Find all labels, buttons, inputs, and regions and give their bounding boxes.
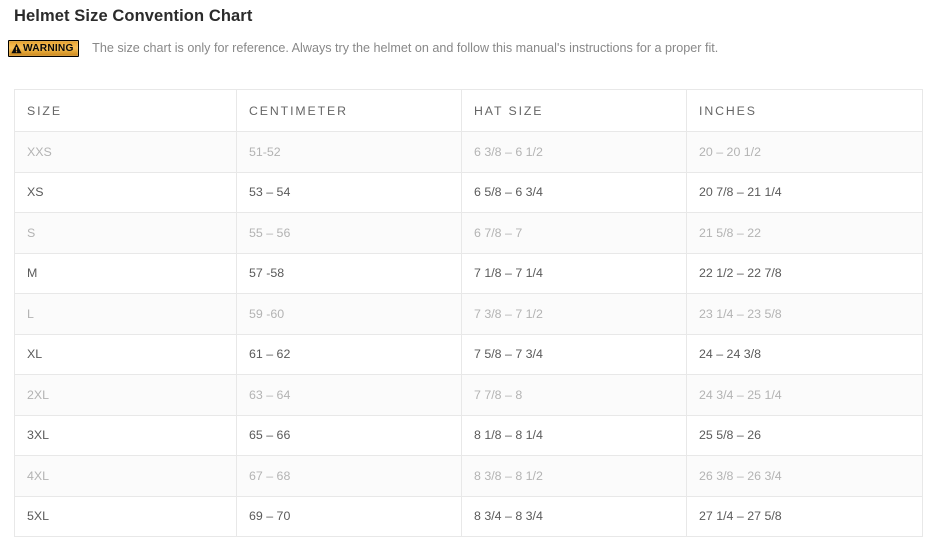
cell-inches: 21 5/8 – 22 [686, 212, 923, 254]
table-header-row: SIZE CENTIMETER HAT SIZE INCHES [14, 89, 923, 132]
table-row: 4XL 67 – 68 8 3/8 – 8 1/2 26 3/8 – 26 3/… [14, 455, 923, 497]
cell-centimeter: 61 – 62 [236, 334, 462, 375]
cell-hat-size: 8 3/8 – 8 1/2 [461, 455, 687, 497]
cell-inches: 20 – 20 1/2 [686, 131, 923, 173]
cell-size: 4XL [14, 455, 237, 497]
table-row: 5XL 69 – 70 8 3/4 – 8 3/4 27 1/4 – 27 5/… [14, 496, 923, 537]
page-title: Helmet Size Convention Chart [14, 7, 253, 25]
cell-inches: 22 1/2 – 22 7/8 [686, 253, 923, 294]
cell-size: 3XL [14, 415, 237, 456]
table-row: XL 61 – 62 7 5/8 – 7 3/4 24 – 24 3/8 [14, 334, 923, 375]
warning-message: The size chart is only for reference. Al… [92, 41, 719, 55]
cell-centimeter: 55 – 56 [236, 212, 462, 254]
cell-hat-size: 8 1/8 – 8 1/4 [461, 415, 687, 456]
cell-hat-size: 6 7/8 – 7 [461, 212, 687, 254]
cell-inches: 24 3/4 – 25 1/4 [686, 374, 923, 416]
cell-inches: 24 – 24 3/8 [686, 334, 923, 375]
table-row: 2XL 63 – 64 7 7/8 – 8 24 3/4 – 25 1/4 [14, 374, 923, 416]
cell-hat-size: 7 5/8 – 7 3/4 [461, 334, 687, 375]
cell-centimeter: 65 – 66 [236, 415, 462, 456]
cell-size: 5XL [14, 496, 237, 537]
table-row: M 57 -58 7 1/8 – 7 1/4 22 1/2 – 22 7/8 [14, 253, 923, 294]
cell-centimeter: 63 – 64 [236, 374, 462, 416]
cell-hat-size: 7 3/8 – 7 1/2 [461, 293, 687, 335]
cell-inches: 20 7/8 – 21 1/4 [686, 172, 923, 213]
table-header: SIZE CENTIMETER HAT SIZE INCHES [14, 89, 923, 132]
column-header-inches: INCHES [686, 89, 923, 132]
table-row: 3XL 65 – 66 8 1/8 – 8 1/4 25 5/8 – 26 [14, 415, 923, 456]
cell-size: XL [14, 334, 237, 375]
column-header-size: SIZE [14, 89, 237, 132]
cell-size: XS [14, 172, 237, 213]
cell-size: XXS [14, 131, 237, 173]
cell-hat-size: 6 3/8 – 6 1/2 [461, 131, 687, 173]
cell-centimeter: 69 – 70 [236, 496, 462, 537]
cell-centimeter: 57 -58 [236, 253, 462, 294]
cell-centimeter: 51-52 [236, 131, 462, 173]
cell-centimeter: 67 – 68 [236, 455, 462, 497]
cell-inches: 26 3/8 – 26 3/4 [686, 455, 923, 497]
column-header-hat-size: HAT SIZE [461, 89, 687, 132]
size-chart-table: SIZE CENTIMETER HAT SIZE INCHES XXS 51-5… [14, 89, 923, 537]
warning-notice: WARNING The size chart is only for refer… [8, 39, 718, 57]
table-row: XXS 51-52 6 3/8 – 6 1/2 20 – 20 1/2 [14, 131, 923, 173]
cell-inches: 23 1/4 – 23 5/8 [686, 293, 923, 335]
warning-triangle-icon [11, 43, 22, 54]
cell-centimeter: 53 – 54 [236, 172, 462, 213]
table-row: L 59 -60 7 3/8 – 7 1/2 23 1/4 – 23 5/8 [14, 293, 923, 335]
cell-size: M [14, 253, 237, 294]
cell-inches: 25 5/8 – 26 [686, 415, 923, 456]
cell-size: L [14, 293, 237, 335]
table-row: XS 53 – 54 6 5/8 – 6 3/4 20 7/8 – 21 1/4 [14, 172, 923, 213]
cell-size: 2XL [14, 374, 237, 416]
cell-hat-size: 6 5/8 – 6 3/4 [461, 172, 687, 213]
table-body: XXS 51-52 6 3/8 – 6 1/2 20 – 20 1/2 XS 5… [14, 131, 923, 537]
cell-hat-size: 8 3/4 – 8 3/4 [461, 496, 687, 537]
cell-hat-size: 7 7/8 – 8 [461, 374, 687, 416]
cell-hat-size: 7 1/8 – 7 1/4 [461, 253, 687, 294]
table-row: S 55 – 56 6 7/8 – 7 21 5/8 – 22 [14, 212, 923, 254]
column-header-centimeter: CENTIMETER [236, 89, 462, 132]
warning-badge: WARNING [8, 39, 80, 57]
cell-centimeter: 59 -60 [236, 293, 462, 335]
warning-badge-label: WARNING [23, 41, 74, 54]
cell-inches: 27 1/4 – 27 5/8 [686, 496, 923, 537]
cell-size: S [14, 212, 237, 254]
